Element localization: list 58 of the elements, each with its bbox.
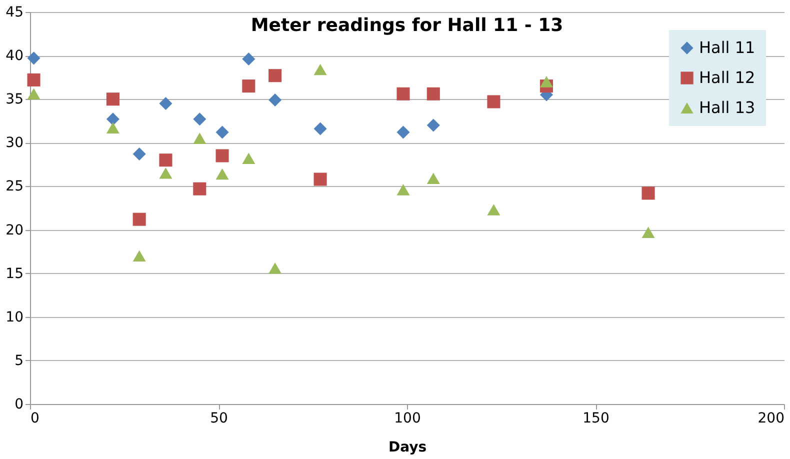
point [540, 76, 554, 88]
y-tick-label: 10 [6, 309, 24, 326]
point [193, 182, 206, 196]
y-tick-label: 5 [14, 352, 24, 369]
y-tick-label: 15 [6, 266, 24, 282]
chart-title: Meter readings for Hall 11 - 13 [250, 15, 564, 36]
point [487, 95, 500, 108]
point [106, 122, 120, 134]
point [314, 64, 327, 76]
point [268, 93, 282, 106]
legend-label: Hall 11 [699, 38, 756, 57]
point [216, 149, 229, 162]
y-tick-label: 0 [14, 396, 24, 412]
y-tick-label: 40 [6, 48, 24, 64]
point [642, 226, 655, 238]
legend-label: Hall 13 [699, 98, 756, 117]
legend-label: Hall 12 [699, 68, 756, 87]
y-tick-label: 30 [6, 135, 24, 152]
point [216, 126, 229, 139]
point [396, 87, 410, 100]
x-tick-label: 50 [210, 410, 228, 426]
point [242, 152, 256, 164]
point [642, 186, 655, 200]
point [159, 154, 172, 167]
point [216, 168, 229, 180]
point [242, 80, 256, 93]
point [426, 172, 440, 184]
y-tick-label: 35 [6, 92, 24, 108]
point [426, 118, 440, 132]
x-tick-label: 100 [394, 410, 421, 426]
point [193, 132, 206, 144]
y-tick-label: 45 [6, 4, 24, 20]
point [27, 88, 40, 100]
point [396, 126, 410, 139]
y-tick-label: 25 [6, 178, 24, 195]
y-tick-label: 20 [6, 222, 24, 238]
point [27, 52, 40, 65]
point [106, 92, 120, 106]
point [426, 87, 440, 100]
point [268, 69, 282, 82]
x-tick-label: 200 [758, 410, 784, 426]
point [193, 112, 206, 126]
point [268, 262, 282, 274]
x-tick-label: 0 [30, 410, 40, 426]
point [159, 96, 172, 110]
x-tick-label: 150 [582, 410, 610, 426]
point [396, 184, 410, 196]
point [27, 73, 40, 86]
point [314, 122, 327, 136]
point [159, 168, 172, 179]
x-axis-title: Days [388, 440, 427, 456]
point [487, 204, 500, 216]
point [242, 52, 256, 66]
point [132, 212, 146, 226]
point [106, 112, 120, 126]
point [132, 250, 146, 262]
point [314, 172, 327, 186]
point [132, 147, 146, 161]
